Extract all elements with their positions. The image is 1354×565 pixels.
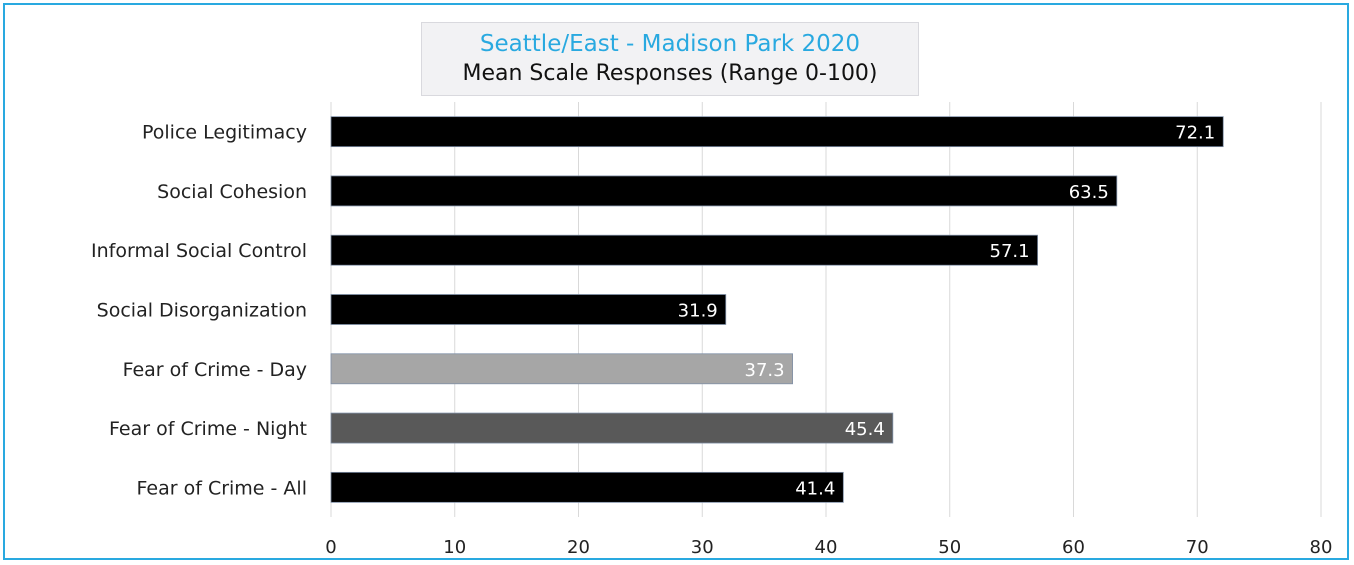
category-labels: Police Legitimacy Social Cohesion Informal… bbox=[91, 122, 307, 500]
x-tick-label: 80 bbox=[1310, 537, 1333, 558]
bar bbox=[330, 175, 1118, 207]
category-label: Informal Social Control bbox=[91, 240, 307, 262]
bar bbox=[330, 471, 844, 503]
bar bbox=[330, 353, 793, 385]
value-label: 31.9 bbox=[678, 301, 718, 322]
value-labels: 72.1 63.5 57.1 31.9 37.3 45.4 41.4 bbox=[678, 123, 1216, 500]
bar bbox=[330, 294, 727, 325]
category-label: Fear of Crime - Night bbox=[109, 418, 307, 440]
value-label: 37.3 bbox=[745, 360, 785, 381]
x-axis-ticks: 0 10 20 30 40 50 60 70 80 bbox=[325, 537, 1332, 558]
chart-title: Seattle/East - Madison Park 2020 bbox=[479, 31, 861, 57]
x-tick-label: 50 bbox=[938, 537, 961, 558]
chart-title-box: Seattle/East - Madison Park 2020 Mean Sc… bbox=[421, 22, 919, 96]
x-tick-label: 20 bbox=[567, 537, 590, 558]
category-label: Fear of Crime - Day bbox=[123, 359, 307, 381]
category-label: Social Disorganization bbox=[97, 300, 307, 322]
bar bbox=[330, 412, 894, 444]
category-label: Fear of Crime - All bbox=[137, 477, 307, 499]
chart-subtitle: Mean Scale Responses (Range 0-100) bbox=[462, 61, 878, 86]
x-tick-label: 0 bbox=[325, 537, 336, 558]
value-label: 41.4 bbox=[795, 478, 835, 499]
value-label: 63.5 bbox=[1069, 182, 1109, 203]
value-label: 72.1 bbox=[1175, 123, 1215, 144]
x-tick-label: 10 bbox=[443, 537, 466, 558]
category-label: Social Cohesion bbox=[157, 181, 307, 203]
bar bbox=[330, 234, 1039, 266]
x-tick-label: 70 bbox=[1186, 537, 1209, 558]
x-tick-label: 60 bbox=[1062, 537, 1085, 558]
bars bbox=[330, 116, 1224, 503]
value-label: 45.4 bbox=[845, 419, 885, 440]
x-tick-label: 40 bbox=[815, 537, 838, 558]
bar bbox=[330, 116, 1224, 148]
value-label: 57.1 bbox=[990, 241, 1030, 262]
x-tick-label: 30 bbox=[691, 537, 714, 558]
category-label: Police Legitimacy bbox=[142, 122, 307, 144]
